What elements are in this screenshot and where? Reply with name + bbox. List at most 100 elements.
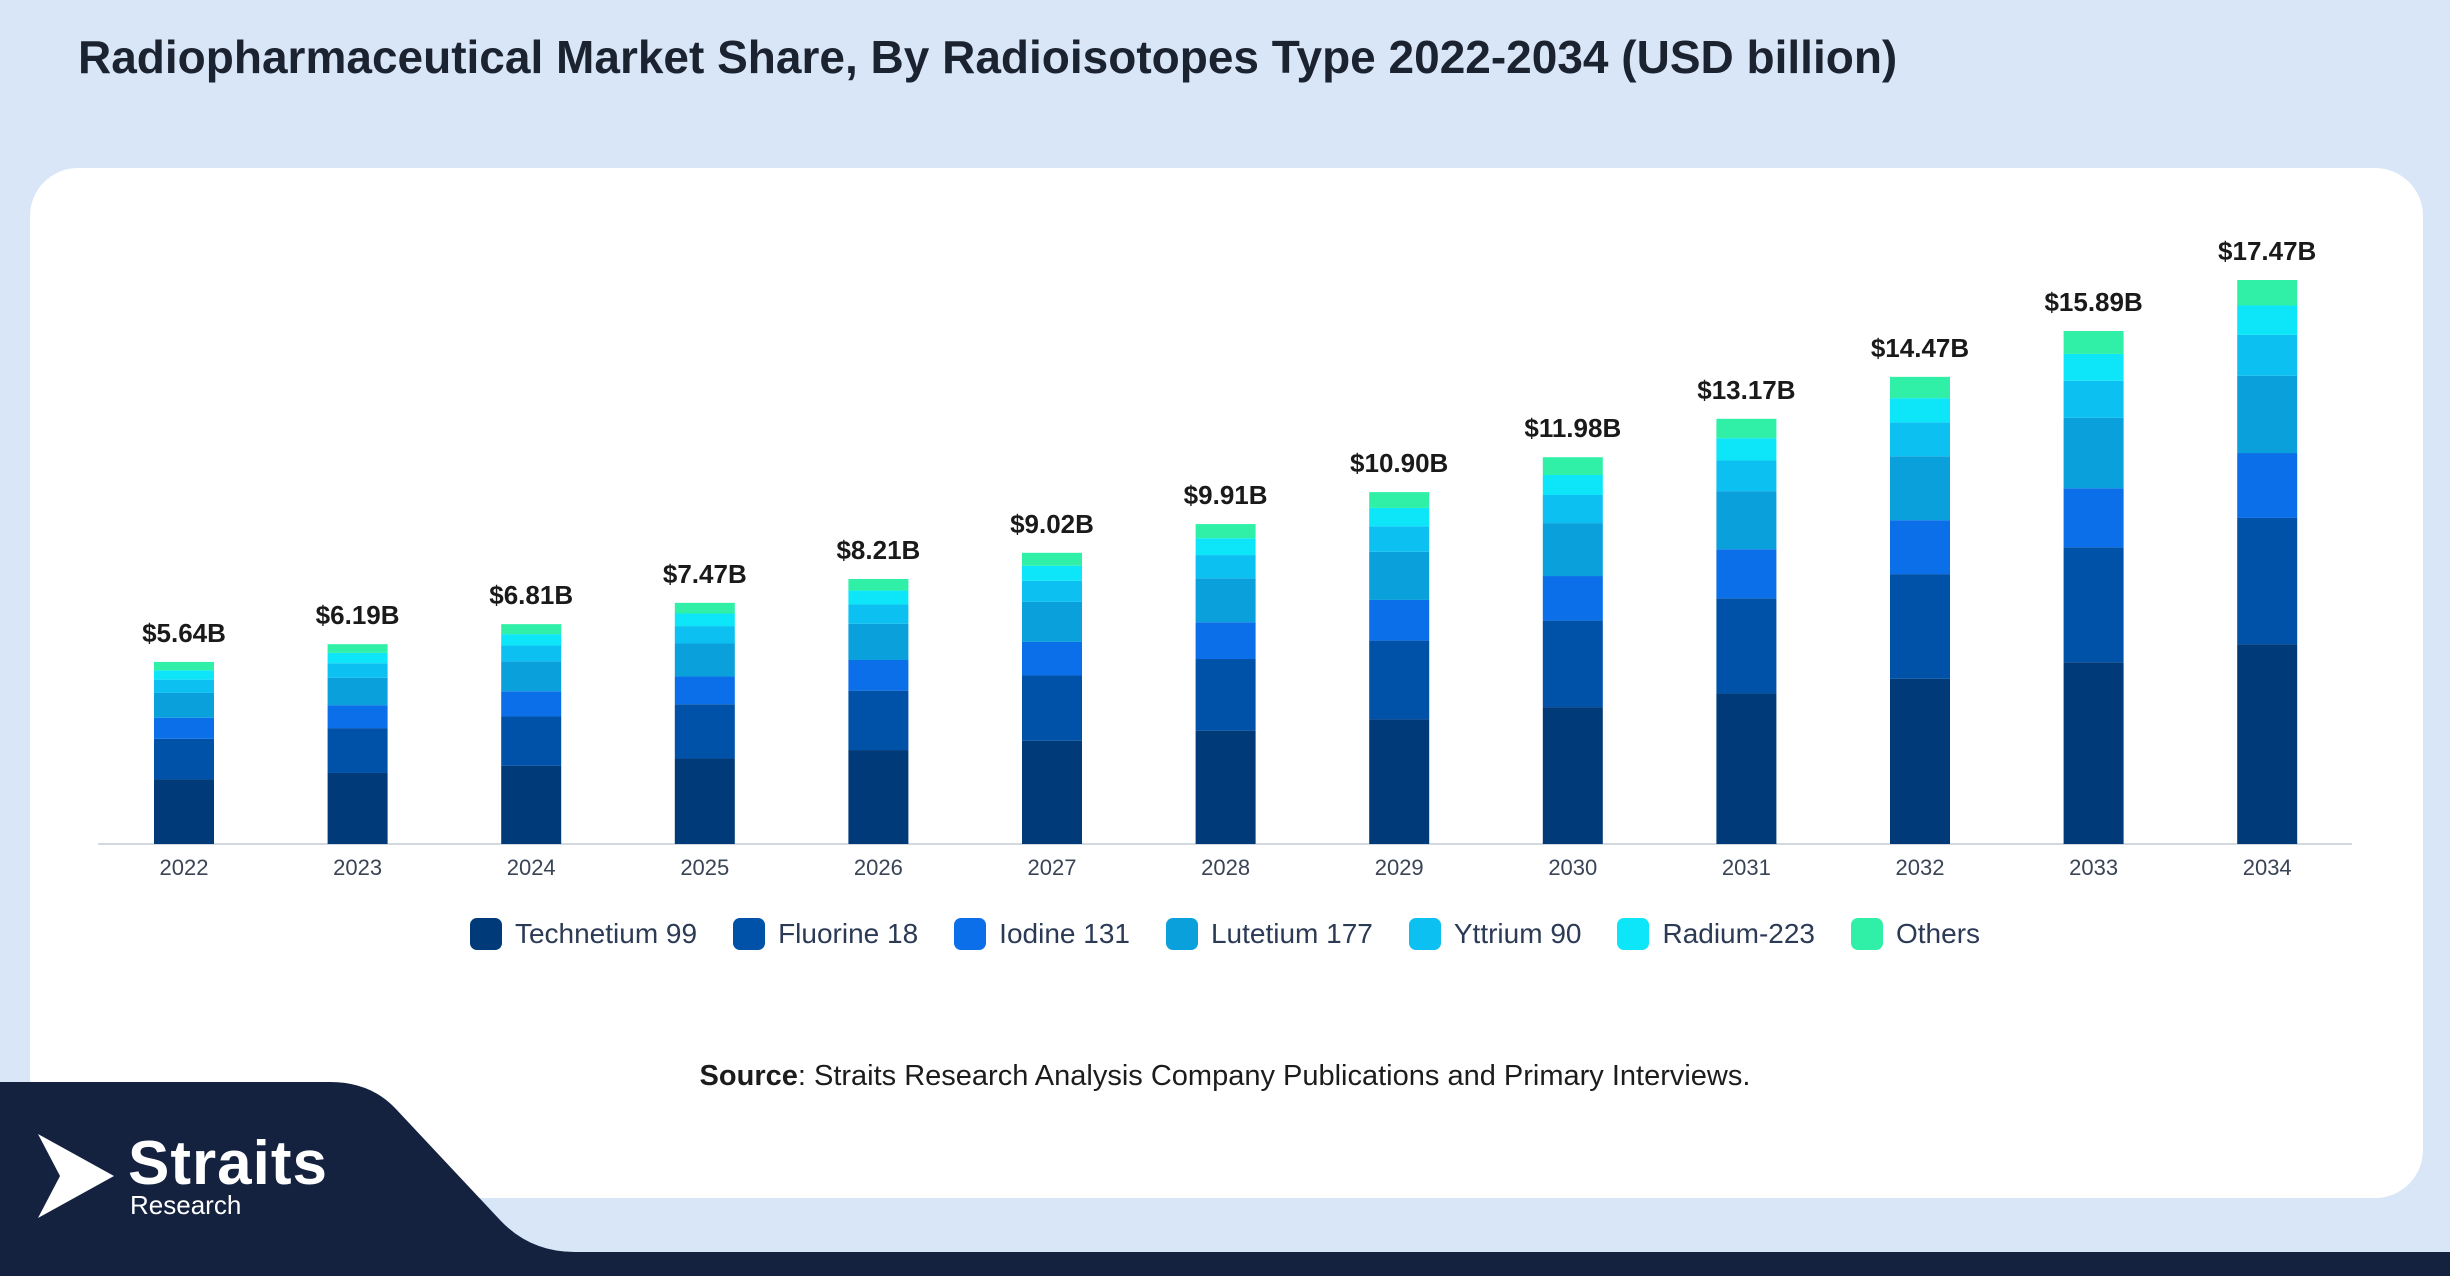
x-tick-label-2028: 2028 — [1201, 855, 1250, 880]
bar-segment-iodine-131-2032 — [1890, 520, 1950, 575]
bar-stack-2023 — [327, 644, 388, 844]
bar-segment-others-2033 — [2063, 331, 2124, 354]
legend-label-others: Others — [1896, 918, 1981, 949]
bar-segment-radium-223-2030 — [1542, 474, 1603, 496]
bar-segment-iodine-131-2027 — [1022, 641, 1082, 676]
bar-stack-2030 — [1542, 457, 1603, 844]
bar-segment-yttrium-90-2022 — [154, 679, 214, 693]
bar-segment-technetium-99-2026 — [848, 750, 909, 844]
bar-segment-fluorine-18-2024 — [501, 716, 562, 766]
total-label-2025: $7.47B — [663, 559, 747, 589]
legend-label-radium-223: Radium-223 — [1662, 918, 1815, 949]
legend-label-yttrium-90: Yttrium 90 — [1453, 918, 1582, 949]
bar-segment-others-2032 — [1890, 376, 1950, 399]
bar-segment-yttrium-90-2030 — [1542, 495, 1603, 524]
bar-segment-lutetium-177-2031 — [1716, 491, 1777, 550]
bar-stack-2031 — [1716, 418, 1777, 844]
bar-segment-radium-223-2024 — [501, 634, 562, 646]
bar-segment-yttrium-90-2024 — [501, 645, 562, 662]
total-label-2033: $15.89B — [2044, 287, 2142, 317]
bar-segment-others-2027 — [1022, 552, 1082, 566]
footer-wave — [0, 1082, 2450, 1276]
bar-segment-radium-223-2027 — [1022, 565, 1082, 581]
bar-segment-others-2022 — [154, 661, 214, 671]
bar-segment-iodine-131-2025 — [674, 676, 735, 705]
bar-segment-lutetium-177-2029 — [1369, 551, 1430, 600]
bar-segment-yttrium-90-2023 — [327, 663, 388, 678]
bar-segment-iodine-131-2023 — [327, 705, 388, 729]
legend-item-technetium-99: Technetium 99 — [469, 918, 698, 950]
logo-subtitle: Research — [130, 1190, 242, 1220]
x-tick-label-2034: 2034 — [2243, 855, 2292, 880]
legend-swatch-fluorine-18 — [733, 918, 766, 950]
bar-segment-lutetium-177-2025 — [674, 643, 735, 677]
bar-segment-technetium-99-2028 — [1195, 730, 1256, 844]
bar-segment-technetium-99-2022 — [154, 779, 214, 844]
bar-segment-iodine-131-2028 — [1195, 622, 1256, 660]
legend-swatch-yttrium-90 — [1408, 918, 1441, 950]
bar-segment-lutetium-177-2030 — [1542, 523, 1603, 577]
bar-segment-lutetium-177-2033 — [2063, 417, 2124, 489]
bar-stack-2026 — [848, 578, 909, 844]
x-tick-label-2022: 2022 — [160, 855, 209, 880]
total-label-2034: $17.47B — [2218, 236, 2316, 266]
bar-segment-yttrium-90-2026 — [848, 604, 909, 624]
bar-segment-iodine-131-2029 — [1369, 599, 1430, 641]
bar-segment-fluorine-18-2034 — [2237, 517, 2298, 645]
bar-segment-technetium-99-2031 — [1716, 693, 1777, 844]
legend-item-others: Others — [1851, 918, 1980, 950]
bar-segment-iodine-131-2030 — [1542, 576, 1603, 621]
legend-swatch-iodine-131 — [954, 918, 987, 950]
bar-segment-others-2026 — [848, 578, 909, 591]
legend-swatch-technetium-99 — [469, 918, 502, 950]
bar-segment-lutetium-177-2032 — [1890, 456, 1950, 521]
bar-segment-others-2031 — [1716, 418, 1777, 439]
bar-stack-2034 — [2237, 280, 2298, 844]
source-note: Source: Straits Research Analysis Compan… — [0, 1060, 2450, 1093]
legend-label-iodine-131: Iodine 131 — [999, 918, 1130, 949]
bar-segment-lutetium-177-2023 — [327, 677, 388, 706]
straits-logo-icon — [38, 1134, 114, 1218]
logo-arrow-shape — [38, 1134, 114, 1218]
bar-stack-2025 — [674, 602, 735, 844]
bar-segment-yttrium-90-2032 — [1890, 422, 1950, 457]
legend-swatch-lutetium-177 — [1165, 918, 1198, 950]
bar-segment-fluorine-18-2023 — [327, 728, 388, 773]
bar-segment-radium-223-2023 — [327, 652, 388, 664]
bar-segment-others-2034 — [2237, 280, 2298, 306]
bar-segment-radium-223-2029 — [1369, 507, 1430, 527]
bar-segment-fluorine-18-2032 — [1890, 574, 1950, 679]
legend-swatch-radium-223 — [1617, 918, 1650, 950]
x-tick-label-2033: 2033 — [2069, 855, 2118, 880]
bar-segment-fluorine-18-2022 — [154, 738, 214, 780]
bar-segment-others-2029 — [1369, 492, 1430, 508]
x-tick-label-2029: 2029 — [1375, 855, 1424, 880]
bar-segment-radium-223-2033 — [2063, 353, 2124, 381]
bar-segment-radium-223-2026 — [848, 590, 909, 605]
bar-segment-lutetium-177-2034 — [2237, 375, 2298, 454]
x-tick-label-2031: 2031 — [1722, 855, 1771, 880]
bar-segment-others-2030 — [1542, 457, 1603, 475]
bar-stack-2028 — [1195, 524, 1256, 844]
legend-label-technetium-99: Technetium 99 — [514, 918, 698, 949]
bar-segment-fluorine-18-2029 — [1369, 640, 1430, 720]
bar-segment-others-2025 — [674, 602, 735, 614]
x-tick-label-2027: 2027 — [1028, 855, 1077, 880]
bar-segment-technetium-99-2029 — [1369, 719, 1430, 844]
total-label-2030: $11.98B — [1524, 413, 1621, 443]
legend-label-fluorine-18: Fluorine 18 — [778, 918, 919, 949]
bar-segment-radium-223-2034 — [2237, 305, 2298, 335]
bar-segment-yttrium-90-2027 — [1022, 580, 1082, 602]
bar-segment-radium-223-2028 — [1195, 538, 1256, 556]
x-tick-label-2030: 2030 — [1548, 855, 1597, 880]
bar-segment-others-2028 — [1195, 524, 1256, 539]
bar-segment-technetium-99-2030 — [1542, 707, 1603, 844]
straits-logo: Straits Research — [36, 1129, 346, 1230]
bar-segment-lutetium-177-2022 — [154, 692, 214, 718]
legend-item-iodine-131: Iodine 131 — [954, 918, 1130, 950]
total-label-2024: $6.81B — [489, 580, 573, 610]
bar-segment-technetium-99-2027 — [1022, 740, 1082, 844]
bar-segment-lutetium-177-2027 — [1022, 601, 1082, 642]
bar-stack-2029 — [1369, 492, 1430, 844]
